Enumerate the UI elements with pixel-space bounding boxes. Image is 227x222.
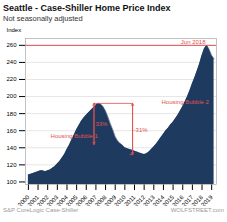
svg-text:260: 260 (6, 42, 17, 48)
svg-text:220: 220 (6, 76, 17, 82)
svg-text:100: 100 (6, 179, 17, 185)
svg-text:160: 160 (6, 128, 17, 134)
svg-text:Jun 2018: Jun 2018 (181, 39, 206, 45)
svg-text:Index: Index (7, 27, 22, 33)
html-text:WOLFSTREET.com: WOLFSTREET.com (170, 207, 224, 213)
html-text:S&P CoreLogic Case-Shiller: S&P CoreLogic Case-Shiller (3, 207, 79, 213)
svg-text:140: 140 (6, 145, 17, 151)
svg-text:2019: 2019 (200, 194, 214, 206)
svg-text:33%: 33% (95, 121, 108, 127)
html-text:Not seasonally adjusted: Not seasonally adjusted (3, 14, 83, 23)
svg-text:Housing Bubble 2: Housing Bubble 2 (162, 99, 210, 105)
svg-text:180: 180 (6, 111, 17, 117)
svg-text:Housing Bubble 1: Housing Bubble 1 (51, 133, 99, 139)
svg-text:120: 120 (6, 162, 17, 168)
svg-text:200: 200 (6, 93, 17, 99)
svg-text:240: 240 (6, 59, 17, 65)
html-text:Seattle - Case-Shiller Home Pr: Seattle - Case-Shiller Home Price Index (3, 3, 171, 13)
svg-text:-31%: -31% (134, 127, 149, 133)
